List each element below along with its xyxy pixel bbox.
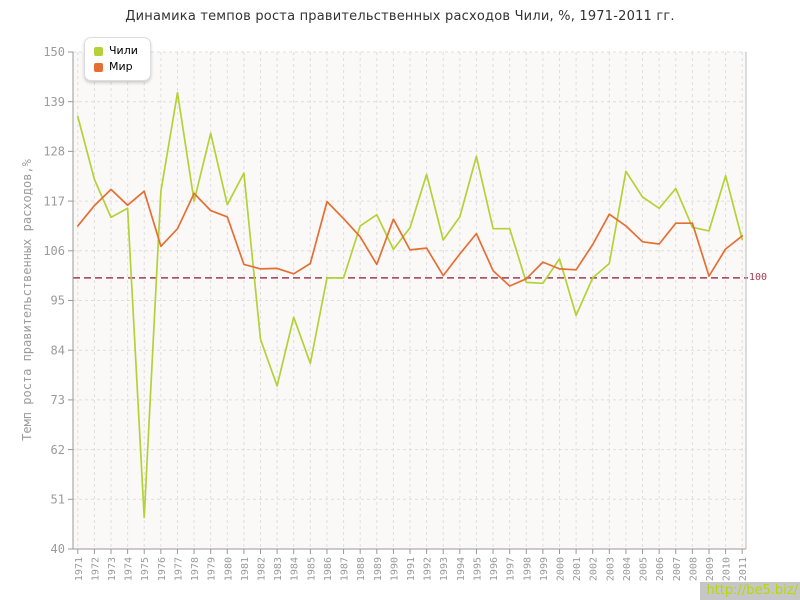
- y-tick-label: 139: [43, 95, 65, 109]
- legend-item-1[interactable]: Мир: [94, 59, 138, 75]
- y-tick-label: 62: [51, 443, 65, 457]
- x-tick-label: 2011: [738, 557, 749, 581]
- x-tick-label: 1981: [240, 557, 251, 581]
- x-tick-label: 1999: [539, 557, 550, 581]
- x-tick-label: 2003: [605, 557, 616, 581]
- legend-swatch: [94, 46, 103, 56]
- y-tick-label: 150: [43, 45, 65, 59]
- x-tick-label: 1993: [439, 557, 450, 581]
- y-tick-label: 117: [43, 194, 65, 208]
- legend-item-0[interactable]: Чили: [94, 43, 138, 59]
- legend-item-label: Мир: [109, 60, 133, 73]
- y-tick-label: 84: [51, 343, 65, 357]
- x-tick-label: 1973: [107, 557, 118, 581]
- x-tick-label: 1987: [340, 557, 351, 581]
- x-tick-label: 1996: [489, 557, 500, 581]
- x-tick-label: 2005: [639, 557, 650, 581]
- series-line-0: [76, 91, 744, 519]
- chart-title: Динамика темпов роста правительственных …: [125, 9, 675, 24]
- x-tick-label: 1988: [356, 557, 367, 581]
- x-tick-label: 1992: [423, 557, 434, 581]
- x-tick-label: 1972: [90, 557, 101, 581]
- y-tick-label: 51: [51, 493, 65, 507]
- x-tick-label: 1975: [140, 557, 151, 581]
- x-tick-label: 1976: [157, 557, 168, 581]
- x-tick-label: 1978: [190, 557, 201, 581]
- x-tick-label: 1979: [207, 557, 218, 581]
- y-tick-label: 95: [51, 294, 65, 308]
- y-axis-title: Темп роста правительственных расходов,%: [20, 159, 34, 441]
- y-tick-label: 40: [51, 542, 65, 556]
- x-tick-label: 1971: [74, 557, 85, 581]
- x-tick-label: 2000: [555, 557, 566, 581]
- x-tick-label: 1980: [223, 557, 234, 581]
- x-tick-label: 1982: [257, 557, 268, 581]
- x-tick-label: 1989: [373, 557, 384, 581]
- legend-swatch: [94, 62, 103, 72]
- x-tick-label: 2009: [705, 557, 716, 581]
- legend: Чили Мир: [84, 37, 151, 81]
- x-tick-label: 2008: [688, 557, 699, 581]
- refline-label: 100: [749, 272, 768, 283]
- series-line-1: [76, 188, 744, 287]
- watermark-link[interactable]: http://be5.biz/: [700, 582, 800, 600]
- x-tick-label: 1986: [323, 557, 334, 581]
- y-tick-label: 128: [43, 145, 65, 159]
- y-tick-label: 73: [51, 393, 65, 407]
- x-tick-label: 1984: [290, 557, 301, 581]
- x-tick-label: 1974: [124, 557, 135, 581]
- x-tick-label: 2004: [622, 557, 633, 581]
- x-tick-label: 1995: [472, 557, 483, 581]
- x-tick-label: 1998: [522, 557, 533, 581]
- x-tick-label: 2006: [655, 557, 666, 581]
- x-tick-label: 2002: [589, 557, 600, 581]
- x-tick-label: 1991: [406, 557, 417, 581]
- x-tick-label: 1990: [389, 557, 400, 581]
- x-tick-label: 1997: [506, 557, 517, 581]
- y-tick-label: 106: [43, 244, 65, 258]
- x-tick-label: 1985: [306, 557, 317, 581]
- x-tick-label: 2010: [722, 557, 733, 581]
- x-tick-label: 1977: [173, 557, 184, 581]
- x-tick-label: 1983: [273, 557, 284, 581]
- x-tick-label: 2001: [572, 557, 583, 581]
- x-tick-label: 1994: [456, 557, 467, 581]
- legend-item-label: Чили: [109, 44, 138, 57]
- x-tick-label: 2007: [672, 557, 683, 581]
